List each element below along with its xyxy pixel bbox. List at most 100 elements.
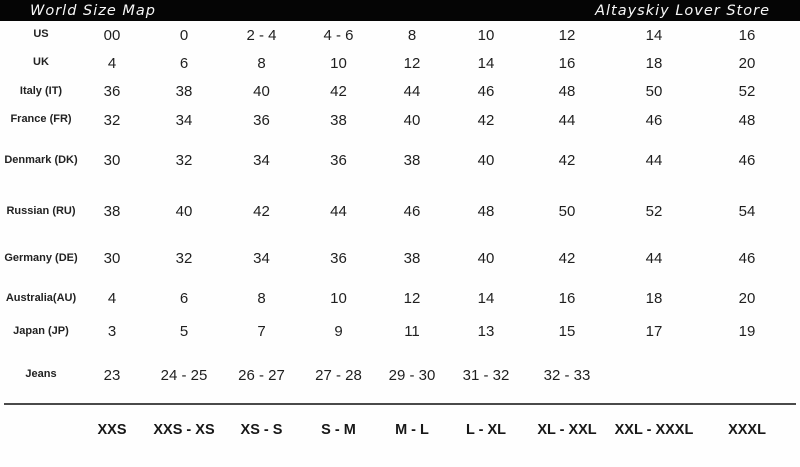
size-cell: 44 bbox=[330, 203, 347, 220]
size-cell: 48 bbox=[738, 111, 756, 129]
size-cell: 6 bbox=[179, 54, 189, 72]
size-label: XXS - XS bbox=[146, 403, 222, 466]
row-label-australia: Australia(AU) bbox=[5, 291, 77, 304]
size-row-us: US 00 0 2 - 4 4 - 6 8 10 12 14 16 bbox=[4, 21, 796, 49]
size-cell: 46 bbox=[477, 83, 495, 100]
size-cell: 40 bbox=[477, 250, 495, 267]
size-cell: 29 - 30 bbox=[388, 366, 436, 384]
row-label-russian: Russian (RU) bbox=[6, 204, 76, 217]
size-row-russian: Russian (RU) 38 40 42 44 46 48 50 52 54 bbox=[4, 187, 796, 236]
size-cell: 50 bbox=[645, 83, 663, 100]
size-cell: 32 bbox=[103, 111, 121, 129]
size-label: M - L bbox=[376, 403, 448, 466]
size-cell: 42 bbox=[558, 152, 576, 169]
size-label: XXXL bbox=[698, 403, 796, 466]
size-cell: 0 bbox=[179, 26, 189, 44]
size-cell: 38 bbox=[403, 250, 421, 267]
size-row-jeans: Jeans 23 24 - 25 26 - 27 27 - 28 29 - 30… bbox=[4, 347, 796, 404]
size-cell: 12 bbox=[558, 26, 576, 44]
size-cell: 10 bbox=[330, 54, 347, 72]
size-row-australia: Australia(AU) 4 6 8 10 12 14 16 18 20 bbox=[4, 281, 796, 316]
size-cell: 46 bbox=[403, 203, 421, 220]
size-cell: 13 bbox=[477, 323, 495, 340]
size-cell: 44 bbox=[645, 152, 663, 169]
size-cell: 19 bbox=[738, 323, 756, 340]
size-label: XL - XXL bbox=[524, 403, 610, 466]
size-label: XXS bbox=[78, 403, 146, 466]
size-cell: 42 bbox=[253, 203, 270, 220]
size-cell: 6 bbox=[179, 290, 189, 307]
size-cell: 42 bbox=[558, 250, 576, 267]
row-label-france: France (FR) bbox=[10, 113, 72, 126]
size-cell: 16 bbox=[558, 290, 576, 307]
size-cell: 10 bbox=[330, 290, 347, 307]
size-cell: 14 bbox=[477, 290, 495, 307]
size-cell: 38 bbox=[103, 203, 121, 220]
size-cell: 9 bbox=[334, 323, 343, 340]
size-cell: 10 bbox=[477, 26, 495, 44]
row-label-uk: UK bbox=[33, 56, 49, 69]
size-cell: 30 bbox=[103, 152, 121, 169]
size-cell: 34 bbox=[253, 152, 270, 169]
size-cell: 17 bbox=[645, 323, 663, 340]
size-row-germany: Germany (DE) 30 32 34 36 38 40 42 44 46 bbox=[4, 236, 796, 281]
size-cell: 32 - 33 bbox=[543, 366, 591, 384]
size-cell: 42 bbox=[330, 83, 347, 100]
size-cell: 20 bbox=[738, 54, 756, 72]
row-label-japan: Japan (JP) bbox=[13, 324, 69, 337]
row-label-jeans: Jeans bbox=[25, 368, 57, 381]
size-cell: 38 bbox=[403, 152, 421, 169]
size-cell: 23 bbox=[103, 366, 121, 384]
page-title: World Size Map bbox=[30, 2, 156, 19]
size-cell: 14 bbox=[477, 54, 495, 72]
size-cell: 18 bbox=[645, 290, 663, 307]
row-label-italy: Italy (IT) bbox=[19, 84, 63, 97]
size-cell: 00 bbox=[103, 26, 121, 44]
size-cell: 40 bbox=[403, 111, 421, 129]
size-cell bbox=[610, 347, 698, 404]
size-cell: 16 bbox=[558, 54, 576, 72]
size-cell: 14 bbox=[645, 26, 663, 44]
footer-spacer bbox=[4, 403, 78, 466]
size-cell: 8 bbox=[257, 54, 266, 72]
size-cell: 3 bbox=[107, 323, 117, 340]
size-cell: 46 bbox=[645, 111, 663, 129]
size-cell: 54 bbox=[738, 203, 756, 220]
size-cell: 31 - 32 bbox=[462, 366, 510, 384]
size-cell: 7 bbox=[257, 323, 266, 340]
size-cell: 12 bbox=[403, 290, 421, 307]
size-cell: 44 bbox=[558, 111, 576, 129]
size-row-denmark: Denmark (DK) 30 32 34 36 38 40 42 44 46 bbox=[4, 134, 796, 187]
size-labels-row: XXS XXS - XS XS - S S - M M - L L - XL X… bbox=[4, 403, 796, 466]
size-cell: 40 bbox=[253, 83, 270, 100]
size-cell: 36 bbox=[253, 111, 270, 129]
store-banner: World Size Map Altayskiy Lover Store bbox=[0, 0, 800, 21]
size-row-uk: UK 4 6 8 10 12 14 16 18 20 bbox=[4, 49, 796, 77]
size-cell: 46 bbox=[738, 250, 756, 267]
size-cell: 44 bbox=[403, 83, 421, 100]
row-label-denmark: Denmark (DK) bbox=[4, 153, 78, 166]
size-cell: 16 bbox=[738, 26, 756, 44]
size-cell: 20 bbox=[738, 290, 756, 307]
size-cell: 8 bbox=[407, 26, 417, 44]
size-cell: 11 bbox=[404, 323, 420, 340]
size-cell: 26 - 27 bbox=[238, 366, 285, 384]
size-cell: 34 bbox=[175, 111, 193, 129]
size-row-italy: Italy (IT) 36 38 40 42 44 46 48 50 52 bbox=[4, 77, 796, 106]
size-cell: 32 bbox=[175, 152, 193, 169]
size-cell: 48 bbox=[558, 83, 576, 100]
size-row-france: France (FR) 32 34 36 38 40 42 44 46 48 bbox=[4, 106, 796, 134]
size-cell: 12 bbox=[403, 54, 421, 72]
size-cell: 44 bbox=[645, 250, 663, 267]
size-cell: 52 bbox=[738, 83, 756, 100]
size-cell: 48 bbox=[477, 203, 495, 220]
store-name: Altayskiy Lover Store bbox=[595, 2, 770, 19]
size-cell: 4 bbox=[107, 54, 117, 72]
size-label: L - XL bbox=[448, 403, 524, 466]
size-cell: 5 bbox=[179, 323, 189, 340]
size-conversion-table: US 00 0 2 - 4 4 - 6 8 10 12 14 16 UK 4 6… bbox=[4, 21, 796, 466]
size-label: XS - S bbox=[222, 403, 301, 466]
size-cell: 40 bbox=[175, 203, 193, 220]
size-cell: 38 bbox=[330, 111, 347, 129]
size-cell: 50 bbox=[558, 203, 576, 220]
